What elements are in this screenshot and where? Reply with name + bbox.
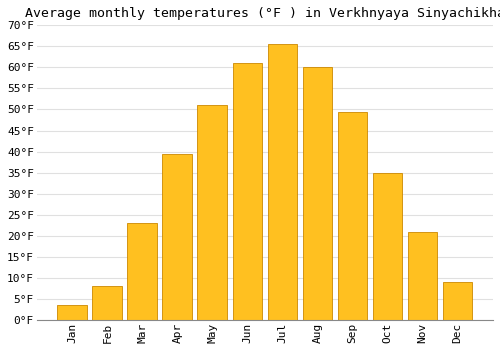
Bar <box>92 286 122 320</box>
Bar <box>58 305 87 320</box>
Bar <box>338 112 368 320</box>
Bar <box>302 68 332 320</box>
Bar <box>372 173 402 320</box>
Bar <box>268 44 298 320</box>
Bar <box>198 105 228 320</box>
Bar <box>128 223 157 320</box>
Bar <box>408 232 438 320</box>
Bar <box>162 154 192 320</box>
Title: Average monthly temperatures (°F ) in Verkhnyaya Sinyachikha: Average monthly temperatures (°F ) in Ve… <box>25 7 500 20</box>
Bar <box>232 63 262 320</box>
Bar <box>442 282 472 320</box>
